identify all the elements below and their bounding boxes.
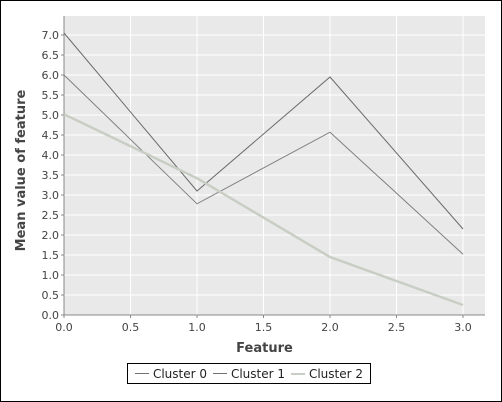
legend-label-cluster-2: Cluster 2: [308, 366, 364, 381]
chart-legend: Cluster 0 Cluster 1 Cluster 2: [127, 363, 371, 384]
y-tick-label: 1.0: [42, 269, 60, 282]
y-tick-label: 3.0: [42, 189, 60, 202]
legend-label-cluster-0: Cluster 0: [152, 366, 208, 381]
y-tick-label: 4.5: [42, 129, 60, 142]
y-tick-label: 2.0: [42, 229, 60, 242]
legend-swatch-cluster-1: [212, 373, 227, 374]
legend-swatch-cluster-2: [290, 372, 305, 375]
series-line-cluster-2: [63, 113, 464, 307]
legend-item-cluster-1: Cluster 1: [212, 366, 286, 381]
y-tick-label: 5.0: [42, 109, 60, 122]
y-tick-label: 2.5: [42, 209, 60, 222]
plot-area: [64, 16, 485, 315]
legend-item-cluster-0: Cluster 0: [134, 366, 208, 381]
y-tick-label: 4.0: [42, 149, 60, 162]
y-tick-label: 0.0: [42, 309, 60, 322]
y-tick-label: 6.0: [42, 69, 60, 82]
legend-item-cluster-2: Cluster 2: [290, 366, 364, 381]
y-tick-label: 1.5: [42, 249, 60, 262]
x-tick-label: 2.5: [388, 321, 406, 334]
y-tick-label: 0.5: [42, 289, 60, 302]
series-line-cluster-1: [63, 74, 464, 255]
x-tick-label: 0.5: [122, 321, 140, 334]
y-tick-label: 3.5: [42, 169, 60, 182]
y-tick-label: 5.5: [42, 89, 60, 102]
x-tick-label: 1.0: [188, 321, 206, 334]
x-tick-label: 1.5: [255, 321, 273, 334]
x-tick-label: 3.0: [454, 321, 472, 334]
y-axis-title: Mean value of feature: [14, 89, 29, 251]
x-axis-title: Feature: [236, 341, 293, 356]
series-line-cluster-0: [63, 32, 464, 230]
legend-label-cluster-1: Cluster 1: [230, 366, 286, 381]
x-tick-label: 0.0: [55, 321, 73, 334]
x-tick-label: 2.0: [321, 321, 339, 334]
y-tick-label: 6.5: [42, 49, 60, 62]
legend-swatch-cluster-0: [134, 373, 149, 374]
y-tick-label: 7.0: [42, 29, 60, 42]
